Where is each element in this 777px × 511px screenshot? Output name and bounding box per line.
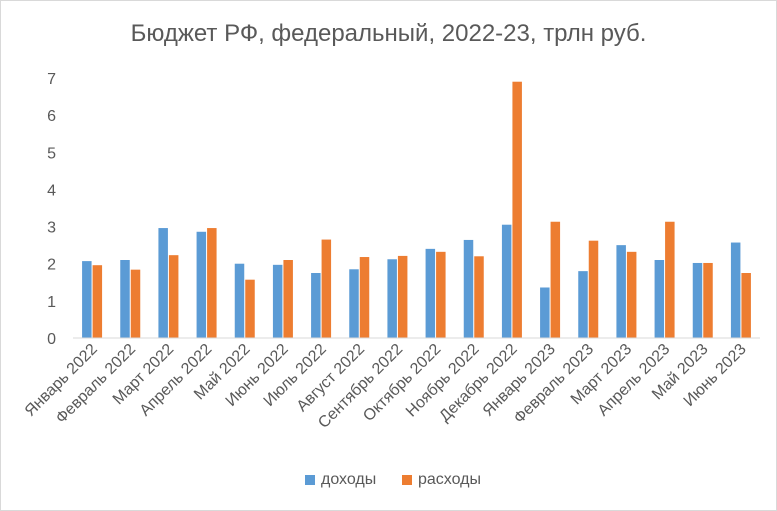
bar-expenses: [168, 255, 179, 338]
bar-expenses: [397, 255, 408, 338]
bar-expenses: [359, 257, 370, 338]
chart-title: Бюджет РФ, федеральный, 2022-23, трлн ру…: [130, 20, 647, 47]
bar-income: [463, 239, 474, 338]
bar-income: [540, 287, 550, 338]
bar-expenses: [512, 81, 522, 339]
bar-expenses: [207, 228, 217, 338]
bar-expenses: [130, 269, 141, 338]
bar-income: [692, 262, 703, 338]
bar-income: [120, 260, 130, 338]
bar-expenses: [703, 262, 713, 338]
bar-income: [387, 259, 397, 338]
bar-expenses: [283, 260, 293, 338]
legend-item-expenses: расходы: [402, 470, 481, 490]
bar-expenses: [741, 273, 751, 338]
bar-expenses: [665, 221, 675, 338]
legend-item-income: доходы: [305, 470, 376, 490]
y-tick-label: 1: [47, 294, 56, 311]
bar-income: [501, 224, 512, 338]
legend-swatch-expenses: [402, 475, 412, 485]
bar-expenses: [626, 251, 637, 338]
bar-income: [425, 248, 436, 338]
bar-income: [272, 264, 283, 338]
y-tick-label: 3: [47, 220, 56, 237]
bar-expenses: [474, 256, 484, 338]
y-tick-label: 4: [47, 182, 56, 199]
legend: доходы расходы: [0, 470, 777, 490]
bar-expenses: [321, 239, 332, 338]
bar-expenses: [92, 265, 103, 338]
bar-income: [158, 228, 168, 338]
bar-expenses: [550, 221, 561, 338]
legend-label-expenses: расходы: [418, 471, 481, 488]
bar-expenses: [245, 279, 255, 338]
bar-income: [196, 231, 207, 338]
bar-expenses: [588, 240, 599, 338]
legend-label-income: доходы: [321, 471, 377, 488]
y-tick-label: 6: [47, 108, 56, 125]
bar-income: [730, 242, 741, 338]
bar-expenses: [436, 251, 446, 338]
y-tick-label: 5: [47, 145, 56, 162]
bar-income: [82, 261, 92, 338]
bar-income: [578, 271, 588, 338]
bar-income: [616, 245, 626, 338]
y-tick-label: 2: [47, 257, 56, 274]
bar-income: [654, 260, 665, 338]
bar-income: [311, 273, 321, 338]
bar-income: [349, 269, 359, 338]
legend-swatch-income: [305, 475, 315, 485]
y-tick-label: 0: [47, 331, 56, 348]
bar-income: [234, 263, 245, 338]
y-tick-label: 7: [47, 71, 56, 88]
